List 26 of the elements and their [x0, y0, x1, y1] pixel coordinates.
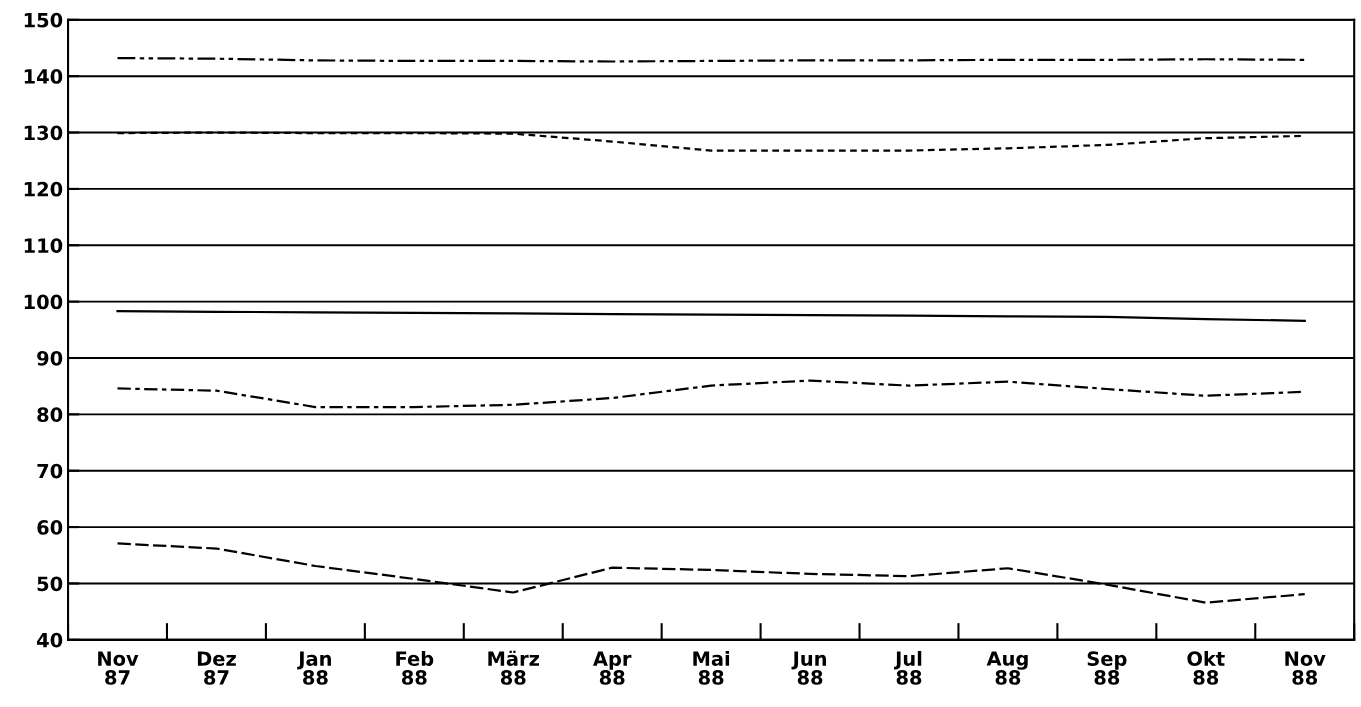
x-tick-label: Apr 88	[593, 651, 632, 685]
x-tick-label: Okt 88	[1187, 650, 1225, 685]
x-tick-label: Jan 88	[297, 651, 331, 685]
line-series	[116, 310, 1306, 322]
y-tick-label: 100	[24, 294, 63, 310]
x-tick-label: Jun 88	[791, 651, 826, 685]
x-tick-label: Nov 87	[98, 651, 139, 685]
y-tick-label: 60	[37, 520, 63, 535]
y-tick-label: 90	[37, 350, 63, 366]
y-tick-label: 70	[37, 463, 63, 479]
y-tick-label: 130	[24, 125, 63, 141]
y-tick-label: 140	[24, 69, 63, 84]
x-tick-label: Sep 88	[1087, 651, 1127, 685]
y-tick-label: 40	[37, 632, 63, 648]
x-tick-label: März 88	[488, 650, 540, 685]
x-tick-label: Aug 88	[986, 651, 1028, 685]
y-tick-label: 110	[24, 238, 63, 253]
x-tick-label: Dez 87	[197, 651, 236, 685]
x-tick-label: Feb 88	[396, 650, 434, 685]
x-tick-label: Nov 88	[1285, 651, 1326, 685]
y-tick-label: 120	[24, 181, 63, 197]
y-tick-label: 80	[37, 407, 63, 423]
x-tick-label: Mai 88	[693, 650, 730, 685]
y-tick-label: 50	[37, 576, 63, 592]
x-tick-label: Jul 88	[894, 650, 922, 685]
y-tick-label: 150	[24, 12, 63, 28]
